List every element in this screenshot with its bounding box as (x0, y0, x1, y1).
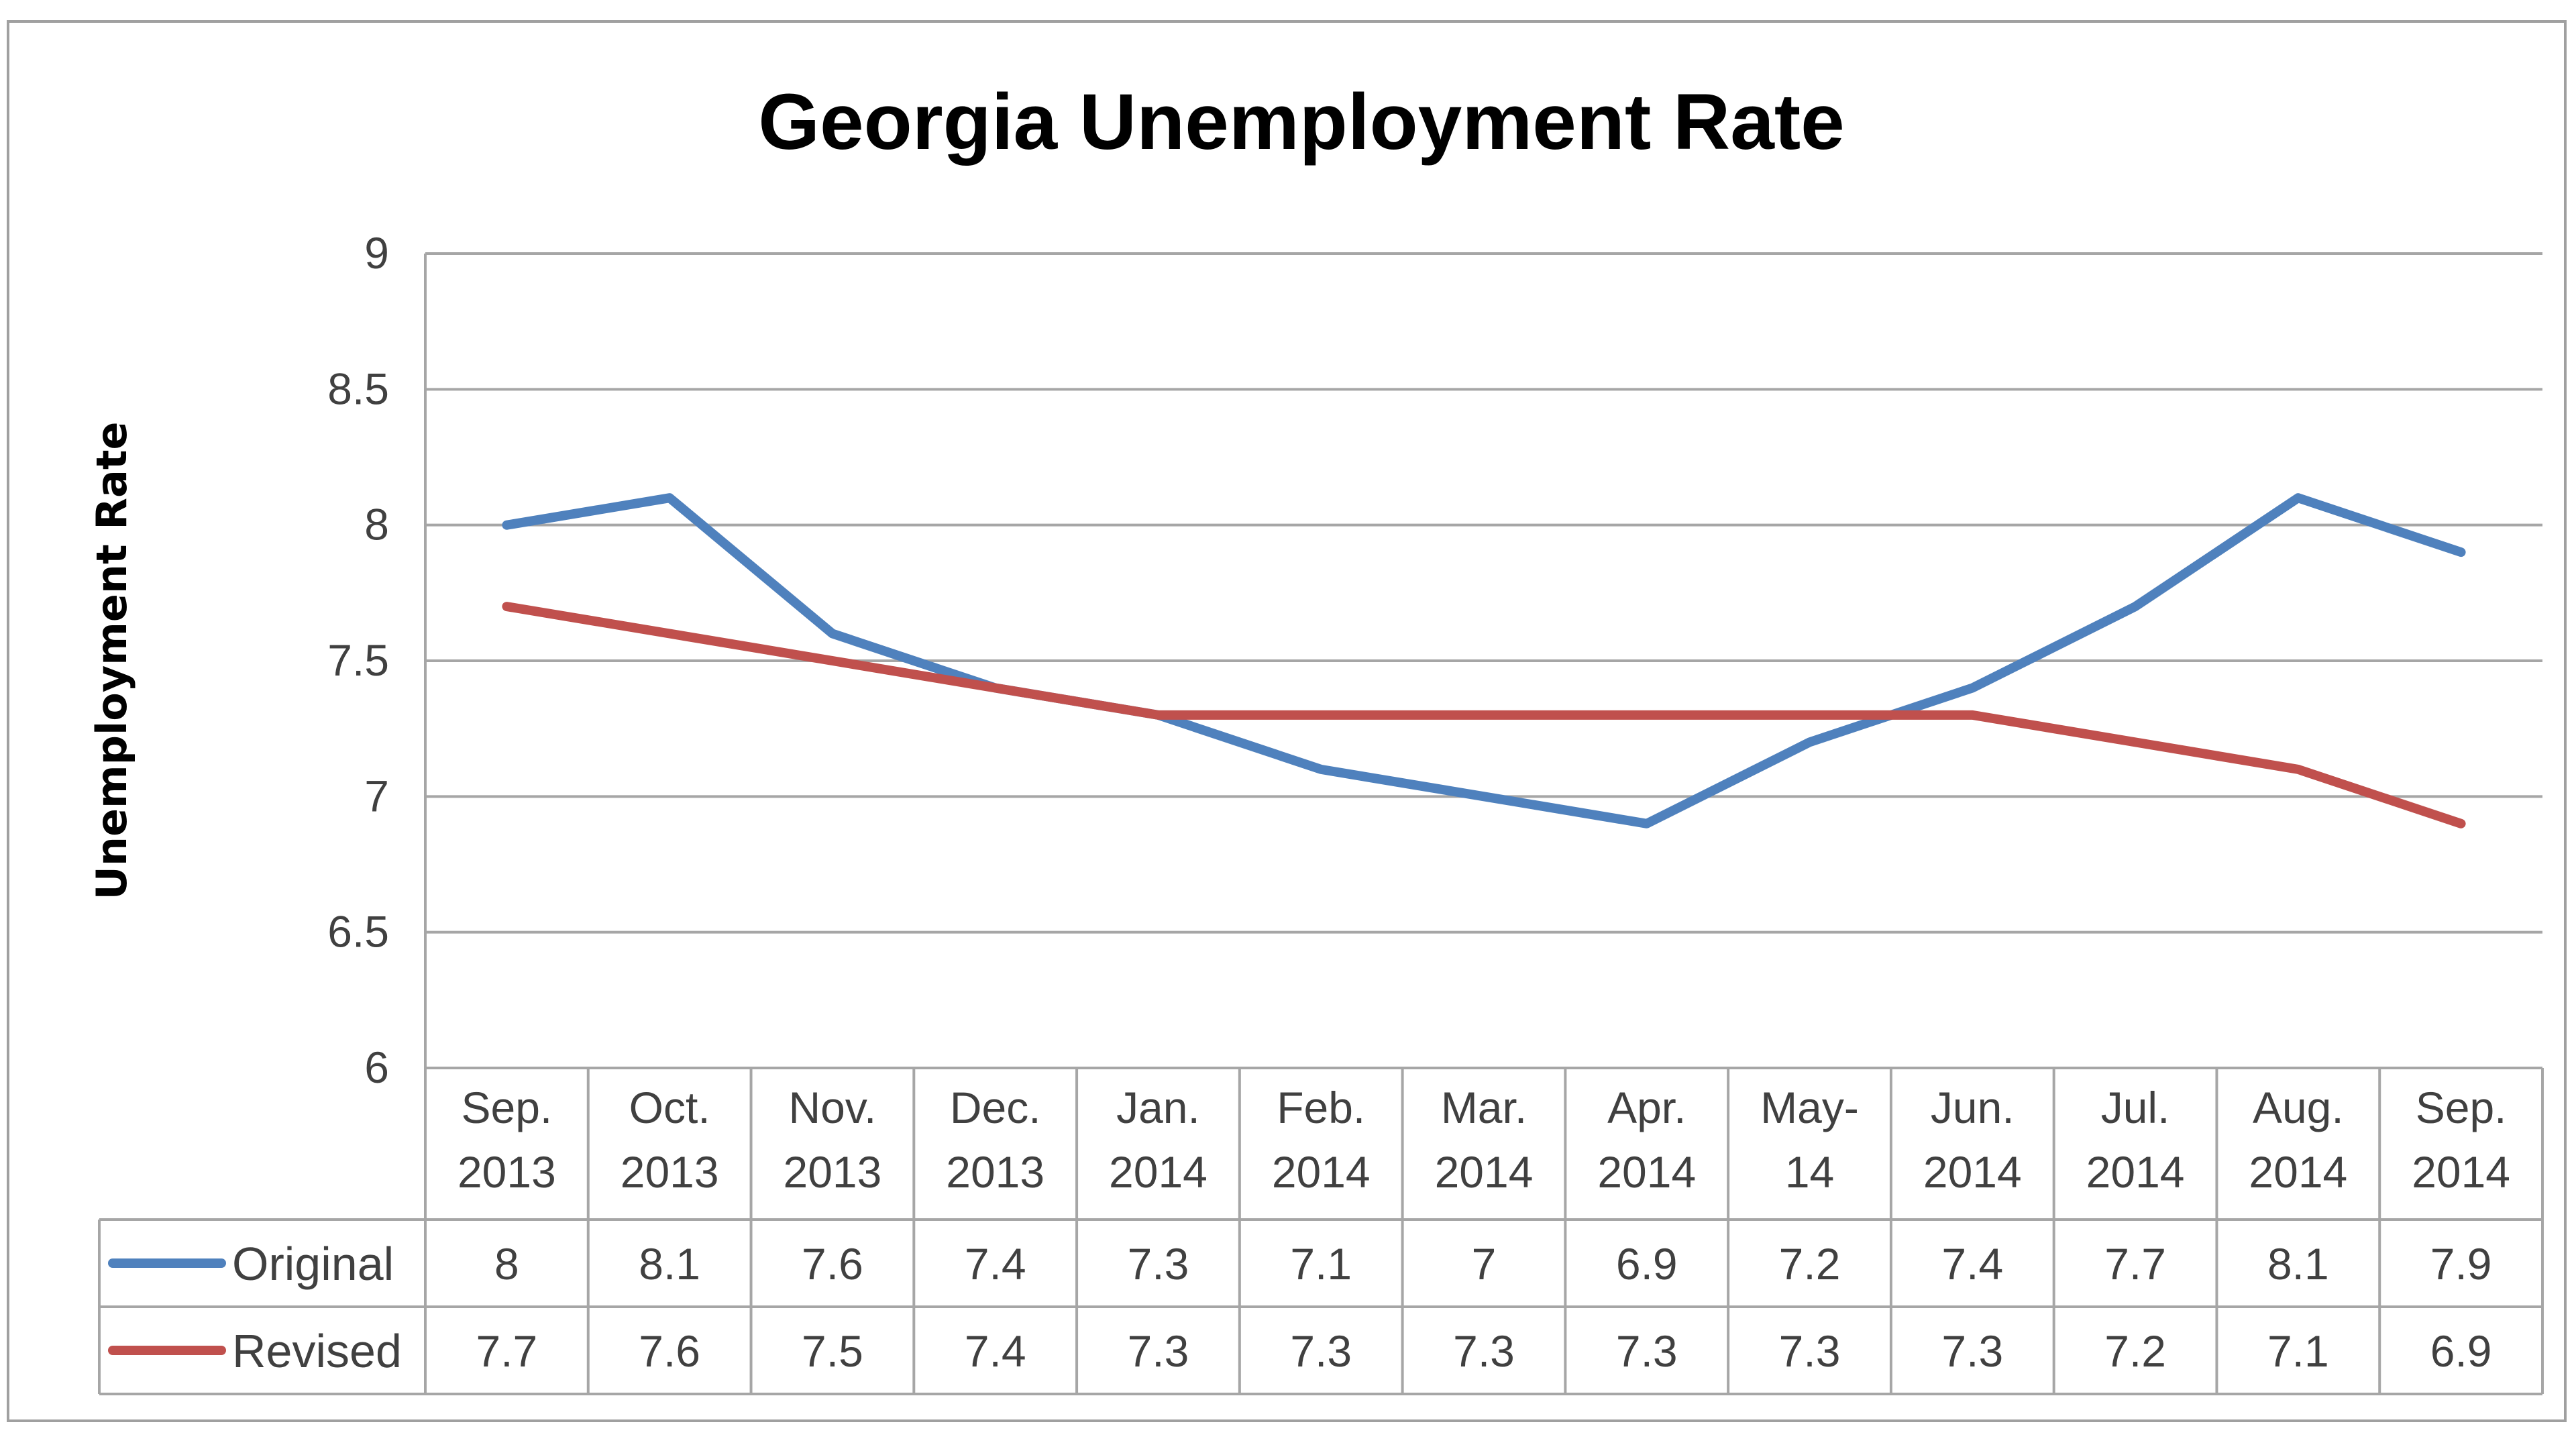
x-tick-label: 2014 (2412, 1147, 2510, 1197)
data-label: 7.9 (2430, 1239, 2492, 1289)
x-tick-label: 2014 (1597, 1147, 1696, 1197)
x-tick-label: 2014 (1109, 1147, 1208, 1197)
data-label: 7.2 (1779, 1239, 1841, 1289)
x-tick-label: May- (1760, 1083, 1859, 1132)
data-label: 7.1 (2267, 1326, 2329, 1376)
y-axis-label: Unemployment Rate (87, 421, 136, 900)
data-table: Sep. 2013 Oct. 2013 Nov. 2013 Dec. 2013 Jan. 2014… (98, 1067, 2544, 1395)
data-label: 7.4 (1941, 1239, 2003, 1289)
x-tick-label: Mar. (1441, 1083, 1527, 1132)
data-label: 7 (1472, 1239, 1497, 1289)
series-lines (502, 493, 2466, 828)
data-point (2135, 606, 2137, 608)
data-label: 7.4 (965, 1239, 1026, 1289)
x-tick-label: 2013 (784, 1147, 882, 1197)
data-label: 8 (494, 1239, 519, 1289)
data-label: 7.3 (1128, 1326, 1189, 1376)
x-tick-label: Apr. (1607, 1083, 1686, 1132)
x-tick-label: Aug. (2253, 1083, 2344, 1132)
data-point (669, 633, 671, 635)
y-axis-ticks: 6 6.5 7 7.5 8 8.5 9 (327, 228, 389, 1092)
data-point (506, 524, 508, 526)
data-point (1157, 714, 1159, 716)
data-label: 7.3 (1941, 1326, 2003, 1376)
data-point (2297, 497, 2299, 499)
data-label: 7.2 (2104, 1326, 2166, 1376)
x-tick-label: 2013 (458, 1147, 556, 1197)
x-tick-label: 2014 (2249, 1147, 2347, 1197)
data-label: 7.7 (476, 1326, 538, 1376)
data-point (1646, 822, 1648, 824)
chart-title: Georgia Unemployment Rate (758, 78, 1845, 166)
x-tick-label: 2014 (2086, 1147, 2185, 1197)
data-point (1320, 714, 1322, 716)
data-label: 7.3 (1453, 1326, 1515, 1376)
data-point (831, 660, 833, 661)
x-tick-label: 2013 (621, 1147, 719, 1197)
x-tick-label: 2014 (1435, 1147, 1534, 1197)
data-label: 7.3 (1779, 1326, 1841, 1376)
data-label: 7.6 (639, 1326, 700, 1376)
legend-label: Revised (232, 1325, 402, 1377)
data-point (669, 497, 671, 499)
legend-label: Original (232, 1238, 394, 1290)
x-tick-label: Nov. (789, 1083, 877, 1132)
data-point (2135, 741, 2137, 743)
data-label: 6.9 (1616, 1239, 1678, 1289)
data-point (1972, 687, 1974, 689)
x-tick-label: Feb. (1277, 1083, 1365, 1132)
data-point (1320, 768, 1322, 770)
gridlines (424, 252, 2542, 1069)
data-point (831, 633, 833, 635)
y-tick-label: 8.5 (327, 364, 389, 413)
data-label: 7.5 (802, 1326, 863, 1376)
data-point (1972, 714, 1974, 716)
data-label: 8.1 (2267, 1239, 2329, 1289)
y-tick-label: 6.5 (327, 907, 389, 957)
x-tick-label: 2014 (1923, 1147, 2022, 1197)
data-label: 7.3 (1290, 1326, 1352, 1376)
y-tick-label: 7 (364, 771, 389, 820)
data-point (1809, 714, 1811, 716)
y-tick-label: 9 (364, 228, 389, 278)
x-tick-label: Sep. (461, 1083, 552, 1132)
x-tick-label: Jul. (2101, 1083, 2170, 1132)
data-point (2460, 822, 2462, 824)
data-point (994, 687, 996, 689)
y-tick-label: 6 (364, 1042, 389, 1092)
data-point (2460, 551, 2462, 553)
data-label: 6.9 (2430, 1326, 2492, 1376)
x-tick-label: 2013 (946, 1147, 1044, 1197)
data-label: 7.4 (965, 1326, 1026, 1376)
x-tick-label: Sep. (2416, 1083, 2507, 1132)
x-tick-label: Oct. (629, 1083, 710, 1132)
y-tick-label: 8 (364, 500, 389, 549)
x-tick-label: Dec. (950, 1083, 1041, 1132)
data-label: 7.6 (802, 1239, 863, 1289)
data-point (1483, 714, 1485, 716)
data-label: 7.7 (2104, 1239, 2166, 1289)
data-point (506, 606, 508, 608)
data-label: 7.1 (1290, 1239, 1352, 1289)
data-label: 7.3 (1128, 1239, 1189, 1289)
data-label: 8.1 (639, 1239, 700, 1289)
data-point (1809, 741, 1811, 743)
data-point (1646, 714, 1648, 716)
y-tick-label: 7.5 (327, 635, 389, 685)
x-tick-label: Jun. (1931, 1083, 2015, 1132)
x-tick-label: 14 (1785, 1147, 1834, 1197)
data-point (1483, 796, 1485, 798)
x-tick-label: Jan. (1116, 1083, 1200, 1132)
data-point (2297, 768, 2299, 770)
x-tick-label: 2014 (1272, 1147, 1371, 1197)
data-label: 7.3 (1616, 1326, 1678, 1376)
